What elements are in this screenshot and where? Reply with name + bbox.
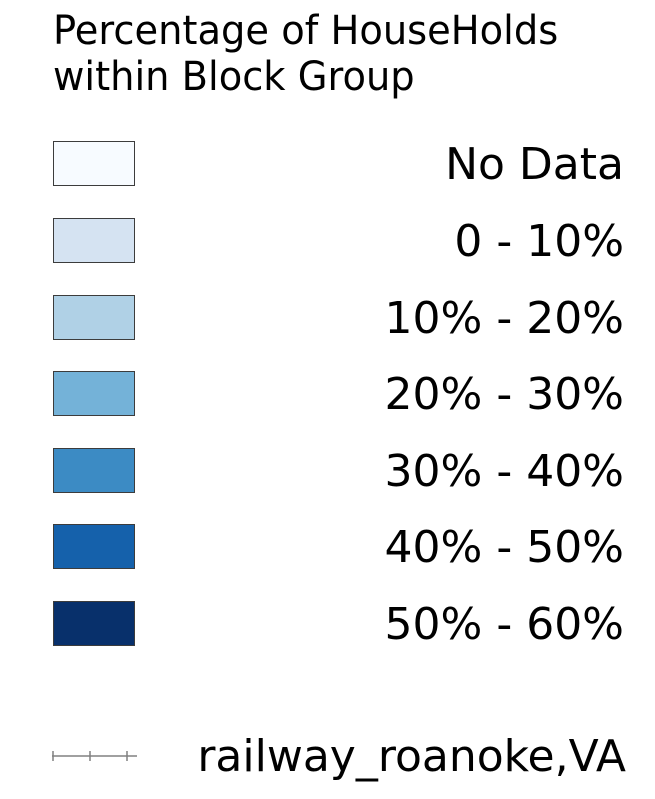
legend-swatch-0-10 xyxy=(53,218,135,263)
legend-title-line-2: within Block Group xyxy=(53,54,415,100)
legend-row-railway: railway_roanoke,VA xyxy=(0,732,655,782)
legend-swatch-20-30 xyxy=(53,371,135,416)
legend-swatch-40-50 xyxy=(53,524,135,569)
legend-title: Percentage of HouseHolds within Block Gr… xyxy=(53,8,558,100)
legend-label-40-50: 40% - 50% xyxy=(384,522,624,573)
legend-row-40-50: 40% - 50% xyxy=(0,523,655,573)
legend-row-50-60: 50% - 60% xyxy=(0,600,655,650)
legend-title-line-1: Percentage of HouseHolds xyxy=(53,8,559,54)
legend-label-50-60: 50% - 60% xyxy=(384,599,624,650)
legend-label-railway: railway_roanoke,VA xyxy=(197,731,626,782)
legend-row-30-40: 30% - 40% xyxy=(0,447,655,497)
legend-swatch-30-40 xyxy=(53,448,135,493)
legend-swatch-10-20 xyxy=(53,295,135,340)
legend-row-20-30: 20% - 30% xyxy=(0,370,655,420)
legend-label-10-20: 10% - 20% xyxy=(384,293,624,344)
legend-row-10-20: 10% - 20% xyxy=(0,294,655,344)
legend-label-0-10: 0 - 10% xyxy=(454,216,624,267)
legend-label-20-30: 20% - 30% xyxy=(384,369,624,420)
legend-swatch-50-60 xyxy=(53,601,135,646)
legend-row-no-data: No Data xyxy=(0,140,655,190)
railway-line-icon xyxy=(52,751,137,761)
legend-label-no-data: No Data xyxy=(445,139,624,190)
legend-label-30-40: 30% - 40% xyxy=(384,446,624,497)
legend-swatch-no-data xyxy=(53,141,135,186)
legend-row-0-10: 0 - 10% xyxy=(0,217,655,267)
